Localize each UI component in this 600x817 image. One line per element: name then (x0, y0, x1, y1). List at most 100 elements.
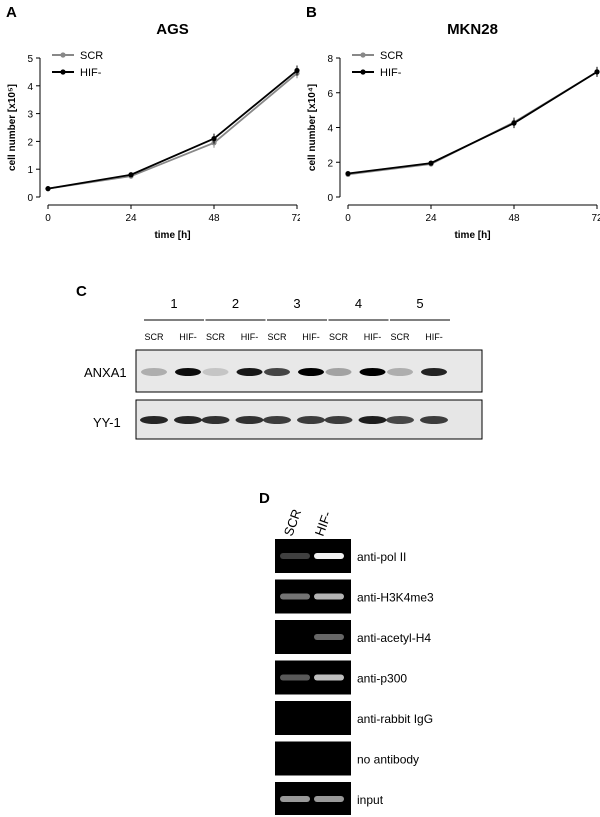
series-line-1 (347, 71, 598, 175)
condition-label: HIF- (302, 332, 320, 342)
x-axis-label: time [h] (454, 230, 490, 241)
gel-row-label: no antibody (357, 753, 419, 767)
series-line-1 (47, 69, 298, 190)
blot-bands (140, 368, 448, 424)
chip-gel: SCR HIF- anti-pol II anti-H3K4me3 anti-acet… (275, 507, 434, 815)
x-tick-label: 24 (125, 213, 137, 224)
band-yy1 (201, 416, 230, 424)
gel-band (314, 634, 344, 640)
gel-column-label: HIF- (312, 509, 335, 538)
band-anxa1 (264, 368, 290, 376)
gel-band (314, 593, 344, 600)
condition-label: HIF- (425, 332, 443, 342)
gel-row-label: anti-H3K4me3 (357, 591, 434, 605)
y-tick-label: 5 (27, 54, 33, 65)
gel-header: SCR HIF- (281, 507, 335, 538)
lane-number: 3 (293, 296, 300, 311)
gel-band (314, 553, 344, 559)
y-tick-label: 1 (27, 165, 33, 176)
band-anxa1 (325, 368, 352, 376)
band-anxa1 (359, 368, 386, 376)
gel-row-label: input (357, 793, 384, 807)
gel-lane-box (275, 620, 351, 654)
condition-label: SCR (390, 332, 410, 342)
x-axis-label: time [h] (154, 230, 190, 241)
lane-number: 5 (416, 296, 423, 311)
panel-letter-b: B (306, 4, 317, 21)
legend-marker (360, 69, 366, 75)
band-anxa1 (202, 368, 229, 376)
gel-row-label: anti-p300 (357, 672, 407, 686)
band-yy1 (235, 416, 264, 424)
x-tick-label: 0 (345, 213, 351, 224)
lane-number: 4 (355, 296, 362, 311)
condition-label: HIF- (364, 332, 382, 342)
y-tick-label: 4 (327, 124, 333, 135)
condition-label: SCR (329, 332, 349, 342)
band-anxa1 (236, 368, 263, 376)
gel-band (280, 674, 310, 681)
x-tick-label: 0 (45, 213, 51, 224)
legend-label: SCR (380, 50, 403, 62)
blot-row-label-yy1: YY-1 (93, 415, 121, 430)
y-tick-label: 0 (27, 193, 33, 204)
panel-letter-d: D (259, 490, 270, 507)
gel-band (280, 593, 310, 600)
chart-title: MKN28 (447, 21, 498, 38)
y-tick-label: 8 (327, 54, 333, 65)
gel-band (280, 796, 310, 802)
y-tick-label: 3 (27, 110, 33, 121)
gel-column-label: SCR (281, 507, 304, 538)
gel-band (314, 674, 344, 681)
y-axis-label: cell number [x10⁵] (7, 84, 18, 171)
gel-band (280, 553, 310, 559)
band-yy1 (174, 416, 202, 424)
legend-label: HIF- (80, 67, 102, 79)
band-yy1 (140, 416, 168, 424)
condition-label: SCR (267, 332, 287, 342)
band-anxa1 (421, 368, 447, 376)
lane-number: 1 (170, 296, 177, 311)
western-blot: 1 SCR HIF- 2 SCR HIF- 3 SCR HIF- 4 SCR HIF- 5 SCR HIF- (135, 296, 483, 440)
data-point (345, 170, 351, 177)
panel-letter-a: A (6, 4, 17, 21)
x-tick-label: 48 (508, 213, 520, 224)
blot-row-label-anxa1: ANXA1 (84, 365, 127, 380)
series-line-0 (347, 71, 598, 176)
blot-header: 1 SCR HIF- 2 SCR HIF- 3 SCR HIF- 4 SCR HIF- 5 SCR HIF- (144, 296, 450, 342)
band-yy1 (263, 416, 291, 424)
chart-title: AGS (156, 21, 189, 38)
gel-lane-box (275, 701, 351, 735)
y-tick-label: 4 (27, 82, 33, 93)
data-point (45, 186, 51, 192)
gel-lane-box (275, 741, 351, 776)
y-tick-label: 6 (327, 89, 333, 100)
series-line-0 (47, 72, 298, 190)
condition-label: HIF- (179, 332, 197, 342)
panel-letter-c: C (76, 283, 87, 300)
x-tick-label: 24 (425, 213, 437, 224)
band-anxa1 (298, 368, 324, 376)
band-yy1 (386, 416, 414, 424)
y-tick-label: 0 (327, 193, 333, 204)
gel-row-label: anti-pol II (357, 550, 406, 564)
band-yy1 (297, 416, 325, 424)
legend-marker (60, 52, 66, 58)
gel-row-label: anti-rabbit IgG (357, 712, 433, 726)
band-anxa1 (387, 368, 413, 376)
legend-marker (60, 69, 66, 75)
x-tick-label: 48 (208, 213, 220, 224)
condition-label: SCR (144, 332, 164, 342)
legend-label: HIF- (380, 67, 402, 79)
y-tick-label: 2 (327, 158, 333, 169)
band-yy1 (358, 416, 387, 424)
y-axis-label: cell number [x10⁴] (307, 84, 318, 171)
gel-band (314, 796, 344, 802)
condition-label: SCR (206, 332, 226, 342)
data-point (128, 172, 134, 178)
y-tick-label: 2 (27, 137, 33, 148)
legend-label: SCR (80, 50, 103, 62)
x-tick-label: 72 (591, 213, 600, 224)
band-anxa1 (141, 368, 167, 376)
